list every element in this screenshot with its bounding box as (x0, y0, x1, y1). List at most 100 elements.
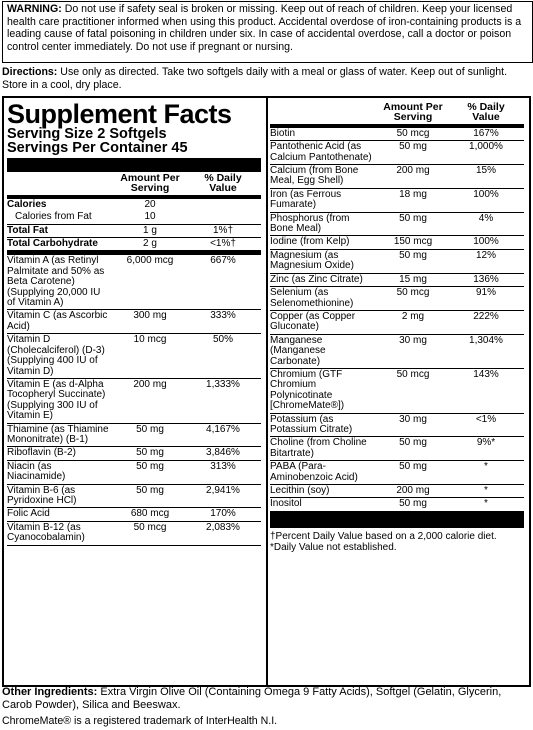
nutrient: Magnesium (as Magnesium Oxide) (270, 249, 354, 272)
nutrient: Iodine (from Kelp) (270, 236, 350, 248)
nutrient: Vitamin B-12 (as Cyanocobalamin) (7, 521, 85, 544)
daily-value: 2,941% (206, 484, 240, 496)
amount: 50 mg (136, 423, 164, 435)
bar (7, 250, 261, 256)
row: Iodine (from Kelp) 150 mcg 100% (270, 236, 524, 250)
nutrient: Selenium (as Selenomethionine) (270, 287, 354, 309)
nutrient: Zinc (as Zinc Citrate) (270, 273, 363, 285)
row: PABA (Para-Aminobenzoic Acid) 50 mg * (270, 461, 524, 485)
warning-label: WARNING: (7, 3, 62, 15)
nutrient: Vitamin A (as Retinyl Palmitate and 50% … (7, 255, 105, 309)
right-column: Amount Per Serving % Daily Value Biotin 50… (270, 101, 524, 682)
warning-text: Do not use if safety seal is broken or m… (7, 3, 522, 53)
row: Selenium (as Selenomethionine) 50 mcg 91% (270, 287, 524, 311)
nutrient: Biotin (270, 127, 296, 139)
nutrient: Lecithin (soy) (270, 485, 330, 496)
nutrient: Chromium (GTF Chromium Polynicotinate [C… (270, 368, 345, 412)
row: Lecithin (soy) 200 mg * (270, 485, 524, 499)
nutrient: Calcium (from Bone Meal, Egg Shell) (270, 165, 359, 187)
other-ingredients-text: Extra Virgin Olive Oil (Containing Omega… (2, 686, 502, 711)
amount: 15 mg (399, 273, 427, 285)
nutrient: Vitamin C (as Ascorbic Acid) (7, 310, 108, 332)
nutrient: Calories (7, 198, 47, 210)
row: Vitamin A (as Retinyl Palmitate and 50% … (7, 255, 261, 311)
daily-value: <1% (475, 413, 497, 425)
daily-value: 50% (212, 334, 233, 346)
daily-value: 2,083% (206, 521, 240, 533)
daily-value: 143% (473, 368, 499, 380)
nutrient: Total Fat (7, 224, 48, 236)
row: Copper (as Copper Gluconate) 2 mg 222% (270, 311, 524, 335)
amount: 50 mg (399, 249, 427, 261)
daily-value: 333% (210, 310, 236, 322)
amount-header: Amount Per Serving (120, 172, 180, 195)
amount: 150 mcg (393, 236, 433, 248)
nutrient: Pantothenic Acid (as Calcium Pantothenat… (270, 141, 372, 163)
header-row: Amount Per Serving % Daily Value (270, 101, 524, 124)
bar (270, 123, 524, 128)
other-ingredients-label: Other Ingredients: (2, 686, 98, 698)
row: Chromium (GTF Chromium Polynicotinate [C… (270, 369, 524, 414)
daily-value: 313% (210, 460, 236, 472)
row: Calories from Fat 10 (7, 211, 261, 225)
amount: 50 mcg (396, 127, 430, 139)
directions-text: Use only as directed. Take two softgels … (2, 66, 508, 91)
header-row: Amount Per Serving % Daily Value (7, 172, 261, 195)
daily-value: 4% (478, 212, 494, 224)
row: Pantothenic Acid (as Calcium Pantothenat… (270, 141, 524, 166)
daily-value: * (484, 485, 488, 496)
row: Vitamin C (as Ascorbic Acid) 300 mg 333% (7, 310, 261, 335)
daily-value: 3,846% (206, 447, 240, 459)
amount: 50 mg (136, 447, 164, 459)
amount: 50 mcg (396, 368, 430, 380)
daily-value: 9%* (476, 437, 496, 449)
daily-value: 12% (475, 249, 496, 261)
row: Vitamin E (as d-Alpha Tocopheryl Succina… (7, 379, 261, 424)
left-column: Supplement Facts Serving Size 2 Softgels… (7, 101, 261, 682)
amount: 200 mg (396, 165, 430, 177)
daily-value: 91% (475, 287, 496, 299)
amount: 50 mcg (133, 521, 167, 533)
supplement-facts-panel: Supplement Facts Serving Size 2 Softgels… (2, 96, 531, 687)
daily-value: 170% (210, 508, 236, 520)
directions-label: Directions: (2, 66, 58, 78)
nutrient: Total Carbohydrate (7, 238, 98, 250)
amount-header: Amount Per Serving (383, 101, 443, 124)
nutrient: Choline (from Choline Bitartrate) (270, 437, 367, 459)
servings-per-container: Servings Per Container 45 (7, 140, 188, 156)
amount: 50 mcg (396, 287, 430, 299)
daily-value: <1%† (210, 238, 236, 250)
amount: 1 g (143, 224, 157, 236)
nutrient: Iron (as Ferrous Fumarate) (270, 188, 342, 211)
daily-value: 100% (473, 236, 499, 248)
daily-value: 4,167% (206, 423, 240, 435)
row: Calories 20 (7, 199, 261, 211)
nutrient: Vitamin E (as d-Alpha Tocopheryl Succina… (7, 378, 106, 422)
daily-value: 1,000% (469, 141, 503, 153)
amount: 50 mg (399, 212, 427, 224)
daily-value: * (484, 461, 488, 473)
daily-value: 1,304% (469, 334, 503, 346)
footnote: *Daily Value not established. (270, 541, 397, 553)
nutrient: Thiamine (as Thiamine Mononitrate) (B-1) (7, 423, 109, 445)
amount: 300 mg (133, 310, 167, 322)
amount: 10 mcg (133, 334, 167, 346)
nutrient: Inositol (270, 498, 302, 510)
daily-value: 1%† (212, 224, 233, 236)
thick-bar (270, 511, 524, 528)
nutrient: Vitamin D (Cholecalciferol) (D-3) (Suppl… (7, 334, 105, 377)
row: Total Fat 1 g 1%† (7, 224, 261, 239)
row: Potassium (as Potassium Citrate) 30 mg <1% (270, 414, 524, 438)
row: Choline (from Choline Bitartrate) 50 mg 9%… (270, 437, 524, 462)
serving-size: Serving Size 2 Softgels (7, 126, 167, 142)
row: Biotin 50 mcg 167% (270, 127, 524, 142)
directions: Directions: Use only as directed. Take t… (2, 66, 530, 91)
trademark: ChromeMate® is a registered trademark of… (2, 715, 278, 727)
row: Vitamin B-6 (as Pyridoxine HCl) 50 mg 2,94… (7, 485, 261, 509)
row: Total Carbohydrate 2 g <1%† (7, 238, 261, 250)
amount: 200 mg (396, 485, 430, 496)
row: Vitamin D (Cholecalciferol) (D-3) (Suppl… (7, 334, 261, 379)
row: Inositol 50 mg * (270, 498, 524, 512)
nutrient: Manganese (Manganese Carbonate) (270, 334, 326, 367)
row: Zinc (as Zinc Citrate) 15 mg 136% (270, 273, 524, 288)
